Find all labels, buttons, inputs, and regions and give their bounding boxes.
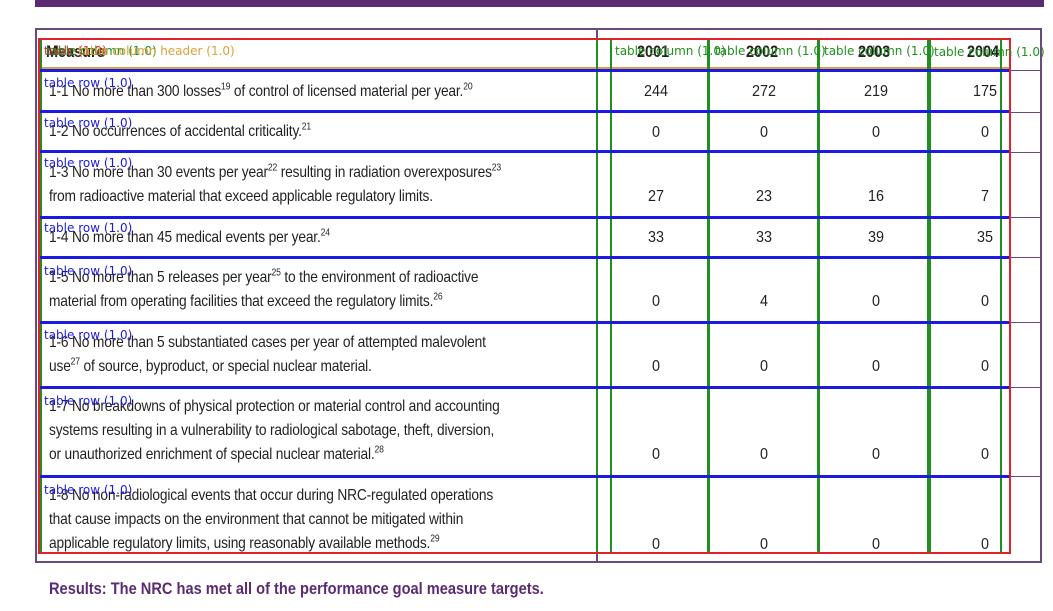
value-1-1-2001: 244 xyxy=(643,83,669,100)
measure-1-5: 1-5 No more than 5 releases per year25 t… xyxy=(49,267,479,310)
value-1-5-2003: 0 xyxy=(871,293,881,310)
row-detection-label: table row (1.0) xyxy=(44,264,133,278)
row-detection-box xyxy=(40,321,1009,389)
measure-1-3: 1-3 No more than 30 events per year22 re… xyxy=(49,162,502,205)
measure-1-6: 1-6 No more than 5 substantiated cases p… xyxy=(49,334,486,375)
row-detection-box xyxy=(40,216,1009,259)
table-frame xyxy=(35,28,1042,563)
measure-1-1: 1-1 No more than 300 losses19 of control… xyxy=(49,81,473,100)
value-1-2-2001: 0 xyxy=(651,124,661,141)
row-detection-box xyxy=(40,386,1009,478)
value-1-3-2002: 23 xyxy=(755,188,773,205)
value-1-3-2001: 27 xyxy=(647,188,665,205)
column-header-detection-line xyxy=(40,67,1009,69)
row-detection-box xyxy=(40,256,1009,324)
value-1-4-2004: 35 xyxy=(976,229,994,246)
year-header-2004: 2004 xyxy=(967,42,1000,61)
value-1-8-2002: 0 xyxy=(759,536,769,553)
column-detection-label: table column (1.0) xyxy=(715,44,826,58)
value-1-4-2003: 39 xyxy=(867,229,885,246)
value-1-5-2004: 0 xyxy=(980,293,990,310)
value-1-6-2004: 0 xyxy=(980,358,990,375)
year-header-2003: 2003 xyxy=(858,42,891,61)
column-detection-box xyxy=(707,40,820,552)
measure-1-8: 1-8 No non-radiological events that occu… xyxy=(49,487,494,552)
column-detection-box xyxy=(40,40,598,552)
row-detection-label: table row (1.0) xyxy=(44,116,133,130)
column-detection-label: table column (1.0) xyxy=(46,44,157,58)
row-detection-box xyxy=(40,475,1009,478)
row-detection-box xyxy=(40,110,1009,153)
column-detection-label: table column (1.0) xyxy=(934,45,1045,59)
results-statement: Results: The NRC has met all of the perf… xyxy=(49,579,544,598)
value-1-6-2001: 0 xyxy=(651,358,661,375)
value-1-7-2004: 0 xyxy=(980,446,990,463)
value-1-1-2004: 175 xyxy=(972,83,998,100)
value-1-7-2001: 0 xyxy=(651,446,661,463)
value-1-5-2002: 4 xyxy=(759,293,769,310)
row-detection-box xyxy=(40,69,1009,113)
row-detection-label: table row (1.0) xyxy=(44,328,133,342)
value-1-7-2003: 0 xyxy=(871,446,881,463)
row-detection-label: table row (1.0) xyxy=(44,483,133,497)
column-header-detection-label: table column header (1.0) xyxy=(78,44,235,58)
top-accent-bar xyxy=(35,0,1044,7)
column-detection-box xyxy=(817,40,931,552)
value-1-4-2001: 33 xyxy=(647,229,665,246)
value-1-1-2003: 219 xyxy=(863,83,889,100)
row-detection-box xyxy=(40,150,1009,219)
row-detection-label: table row (1.0) xyxy=(44,221,133,235)
measure-header: Measure xyxy=(46,42,105,61)
value-1-7-2002: 0 xyxy=(759,446,769,463)
value-1-3-2003: 16 xyxy=(867,188,885,205)
value-1-2-2002: 0 xyxy=(759,124,769,141)
table-detection-label: table (1.0) xyxy=(44,44,107,58)
value-1-6-2002: 0 xyxy=(759,358,769,375)
value-1-2-2004: 0 xyxy=(980,124,990,141)
column-detection-label: table column (1.0) xyxy=(824,44,935,58)
value-1-5-2001: 0 xyxy=(651,293,661,310)
measure-1-4: 1-4 No more than 45 medical events per y… xyxy=(49,227,330,246)
row-detection-label: table row (1.0) xyxy=(44,76,133,90)
value-1-8-2003: 0 xyxy=(871,536,881,553)
value-1-2-2003: 0 xyxy=(871,124,881,141)
value-1-8-2001: 0 xyxy=(651,536,661,553)
year-header-2001: 2001 xyxy=(637,42,670,61)
year-header-2002: 2002 xyxy=(746,42,779,61)
column-detection-box xyxy=(610,40,710,552)
value-1-6-2003: 0 xyxy=(871,358,881,375)
value-1-8-2004: 0 xyxy=(980,536,990,553)
column-detection-label: table column (1.0) xyxy=(615,44,726,58)
column-detection-box xyxy=(927,40,1002,552)
table-detection-box xyxy=(38,38,1011,554)
row-detection-label: table row (1.0) xyxy=(44,156,133,170)
measure-1-2: 1-2 No occurrences of accidental critica… xyxy=(49,121,312,140)
row-detection-label: table row (1.0) xyxy=(44,394,133,408)
measure-1-7: 1-7 No breakdowns of physical protection… xyxy=(49,398,500,463)
value-1-3-2004: 7 xyxy=(980,188,990,205)
value-1-1-2002: 272 xyxy=(751,83,777,100)
value-1-4-2002: 33 xyxy=(755,229,773,246)
